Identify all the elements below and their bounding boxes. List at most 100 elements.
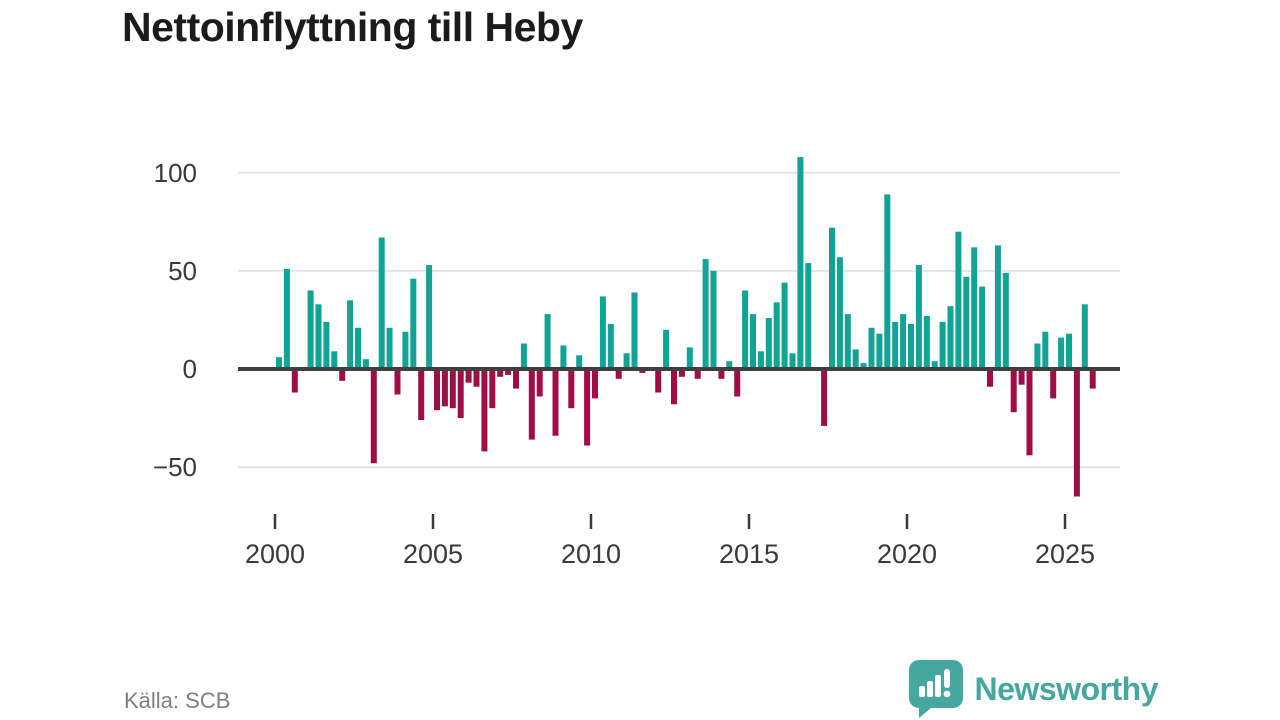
net-migration-bar-chart: 100 50 0 −50 2000 2005 2010 2015 2020 2025 (153, 157, 1120, 569)
bar (931, 361, 938, 369)
bar (742, 290, 749, 369)
bar (441, 369, 448, 407)
bar (1034, 343, 1041, 369)
bar (860, 363, 867, 369)
bar (410, 278, 417, 369)
bar (821, 369, 828, 426)
bar (829, 227, 835, 369)
bar (844, 314, 851, 369)
bar (1058, 337, 1065, 369)
bar (465, 369, 472, 383)
bar (1050, 369, 1057, 399)
bar (726, 361, 733, 369)
bar (892, 321, 899, 369)
bar (994, 245, 1001, 369)
bar (489, 369, 496, 409)
bar (971, 247, 978, 369)
newsworthy-logo: Newsworthy (908, 660, 1159, 718)
bar (963, 276, 970, 369)
bar (576, 355, 583, 369)
bar (1042, 331, 1049, 369)
bar (528, 369, 535, 440)
bar (560, 345, 567, 369)
bar (536, 369, 543, 397)
bar (497, 369, 504, 377)
y-axis-tick-label: 100 (154, 158, 197, 188)
bar (655, 369, 662, 393)
y-axis-tick-label: 0 (183, 354, 197, 384)
bar (805, 263, 812, 369)
bar (1002, 272, 1009, 369)
bar (362, 359, 369, 369)
bar (631, 292, 638, 369)
bar (481, 369, 488, 452)
bar (584, 369, 591, 446)
bar (1010, 369, 1017, 413)
bar (750, 314, 756, 369)
bar (1026, 369, 1033, 456)
bar (607, 323, 614, 369)
x-axis-tick-label: 2010 (561, 539, 621, 569)
bar (544, 314, 551, 369)
bar (686, 347, 693, 369)
bar (473, 369, 480, 387)
bar (347, 300, 354, 369)
bar (836, 257, 843, 369)
bar (852, 349, 859, 369)
x-axis-tick-label: 2000 (245, 539, 305, 569)
bar (915, 265, 922, 369)
bar (979, 286, 986, 369)
bar (678, 369, 685, 377)
bar (734, 369, 741, 397)
bar (426, 265, 433, 369)
bar (797, 157, 804, 369)
bar (710, 270, 717, 369)
bar (702, 259, 709, 369)
page-title: Nettoinflyttning till Heby (122, 4, 583, 50)
bar (378, 237, 385, 369)
bar (370, 369, 377, 464)
bar (599, 296, 606, 369)
bar (900, 314, 907, 369)
bar (291, 369, 298, 393)
bar (923, 316, 930, 369)
bar (718, 369, 725, 379)
bar (307, 290, 314, 369)
bar (418, 369, 425, 420)
x-axis-tick-label: 2025 (1035, 539, 1095, 569)
bar (434, 369, 440, 411)
bar (592, 369, 598, 399)
bar (884, 194, 891, 369)
y-axis-tick-label: 50 (168, 256, 197, 286)
bar (694, 369, 701, 379)
brand-name: Newsworthy (974, 670, 1159, 707)
bar (868, 327, 875, 369)
y-axis-tick-label: −50 (153, 452, 197, 482)
bar (765, 318, 772, 369)
bar (276, 357, 282, 369)
bar (876, 333, 883, 369)
bar (520, 343, 527, 369)
bar (671, 369, 677, 405)
bar (505, 369, 512, 375)
x-axis-tick-label: 2015 (719, 539, 779, 569)
bar (568, 369, 575, 409)
bar (355, 327, 361, 369)
bar (386, 327, 393, 369)
bar (1089, 369, 1096, 389)
bar (457, 369, 464, 418)
bar (449, 369, 456, 409)
bar (955, 231, 962, 369)
bar (663, 329, 670, 369)
bar (339, 369, 346, 381)
bar (623, 353, 630, 369)
speech-bubble-bar-chart-exclamation-icon (908, 660, 963, 718)
bar (552, 369, 559, 436)
bar (773, 302, 780, 369)
bar (402, 331, 409, 369)
x-axis-tick-label: 2005 (403, 539, 463, 569)
bar (283, 268, 290, 369)
bar (1081, 304, 1088, 369)
bar (987, 369, 993, 387)
bar (1066, 333, 1072, 369)
